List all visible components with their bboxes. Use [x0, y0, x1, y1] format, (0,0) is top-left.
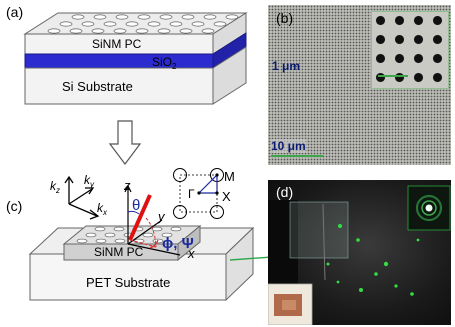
axis-y-label: y [157, 209, 166, 224]
pc-hole-array [47, 14, 239, 34]
scale-bar-large [271, 155, 323, 157]
kz-label: kz [50, 179, 60, 195]
panel-b-label: (b) [276, 10, 294, 26]
panel-d-label: (d) [276, 184, 294, 200]
phi-arc [149, 239, 159, 249]
sem-image: 1 μm 10 μm [268, 5, 451, 165]
m-point-label: M [224, 169, 235, 184]
pc-layer-label-c: SiNM PC [94, 245, 144, 259]
brillouin-zone [173, 168, 224, 219]
scale-label-large: 10 μm [271, 139, 306, 153]
axis-z-label: z [123, 178, 131, 193]
pet-substrate-label: PET Substrate [86, 275, 170, 290]
diffraction-photo [268, 180, 451, 325]
sem-zoom-inset [371, 11, 449, 89]
ky-label: ky [84, 173, 95, 189]
k-vector-axes [64, 175, 100, 220]
axis-x-label: x [187, 246, 195, 261]
pc-layer-label: SiNM PC [92, 37, 142, 51]
scale-bar-small [378, 75, 408, 77]
kx-label: kx [97, 201, 108, 217]
phi-psi-label: ϕ, Ψ [162, 235, 194, 252]
process-arrow [108, 120, 142, 165]
photo-content [268, 185, 451, 325]
theta-arc [127, 210, 140, 215]
panel-a-label: (a) [6, 4, 24, 20]
oxide-layer-label: SiO2 [152, 55, 177, 71]
panel-c-diagram: kz ky kx SiNM PC PET Substrate z y x [28, 168, 255, 302]
incident-beam [128, 194, 152, 241]
gamma-point-label: Γ [188, 187, 195, 201]
scale-label-small: 1 μm [272, 59, 301, 73]
substrate-layer-label: Si Substrate [62, 79, 133, 94]
theta-label: θ [132, 197, 140, 214]
oxide-layer [24, 53, 214, 69]
x-point-label: X [222, 189, 231, 204]
diffraction-spots [326, 224, 420, 296]
sample-axes [124, 184, 181, 256]
panel-a-diagram: SiNM PC SiO2 Si Substrate [23, 12, 248, 105]
panel-c-label: (c) [6, 198, 23, 214]
